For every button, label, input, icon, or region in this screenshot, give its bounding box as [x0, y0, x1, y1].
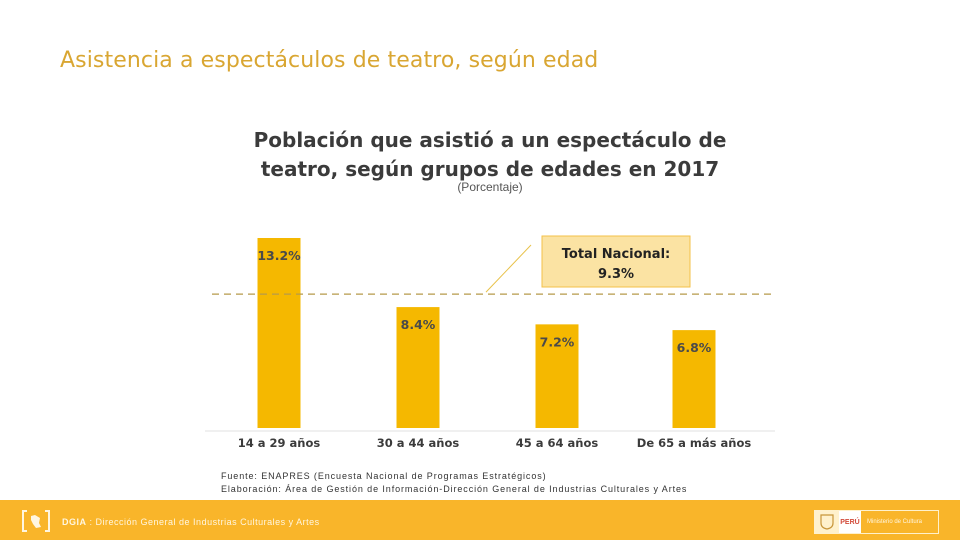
footer-department: Dirección General de Industrias Cultural…: [95, 517, 320, 527]
chart-title-line-1: Población que asistió a un espectáculo d…: [253, 128, 727, 152]
bar-chart: Total Nacional: 9.3% 13.2% 14 a 29 años 8.…: [205, 235, 775, 450]
reference-label-value: 9.3%: [598, 267, 634, 282]
reference-label-title: Total Nacional:: [562, 247, 670, 262]
ministry-label: Ministerio de Cultura: [867, 519, 923, 525]
bar-value-label-4: 6.8%: [677, 340, 712, 355]
footer-text: DGIA : Dirección General de Industrias C…: [62, 517, 320, 527]
slide-title: Asistencia a espectáculos de teatro, seg…: [60, 48, 599, 73]
bar-1: [257, 238, 301, 428]
coat-of-arms-icon: [815, 511, 839, 533]
category-label-4: De 65 a más años: [637, 436, 752, 450]
bar-2: [396, 307, 440, 428]
footer-separator: :: [86, 517, 96, 527]
chart-title-line-2: teatro, según grupos de edades en 2017: [260, 157, 720, 181]
dgia-logo-icon: [22, 510, 50, 532]
chart-subtitle: (Porcentaje): [457, 180, 523, 194]
category-label-3: 45 a 64 años: [516, 436, 599, 450]
source-note: Fuente: ENAPRES (Encuesta Nacional de Pr…: [221, 471, 547, 481]
country-label: PERÚ: [839, 511, 861, 533]
bar-4: [672, 330, 716, 428]
category-label-2: 30 a 44 años: [377, 436, 460, 450]
ministry-badge: PERÚ Ministerio de Cultura: [814, 510, 939, 534]
footer-bar: DGIA : Dirección General de Industrias C…: [0, 500, 960, 540]
chart-title: Población que asistió a un espectáculo d…: [220, 126, 760, 184]
bar-3: [535, 324, 579, 428]
category-label-1: 14 a 29 años: [238, 436, 321, 450]
footer-brand: DGIA: [62, 517, 87, 527]
bar-value-label-2: 8.4%: [401, 317, 436, 332]
elaboration-note: Elaboración: Área de Gestión de Informac…: [221, 484, 688, 494]
reference-label-connector: [485, 244, 532, 293]
bar-value-label-3: 7.2%: [540, 334, 575, 349]
reference-label-box: [541, 235, 691, 288]
bar-value-label-1: 13.2%: [257, 248, 301, 263]
